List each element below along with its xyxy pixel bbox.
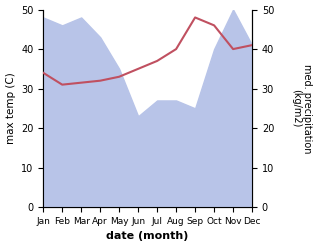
Y-axis label: med. precipitation
(kg/m2): med. precipitation (kg/m2) — [291, 64, 313, 153]
X-axis label: date (month): date (month) — [107, 231, 189, 242]
Y-axis label: max temp (C): max temp (C) — [5, 72, 16, 144]
